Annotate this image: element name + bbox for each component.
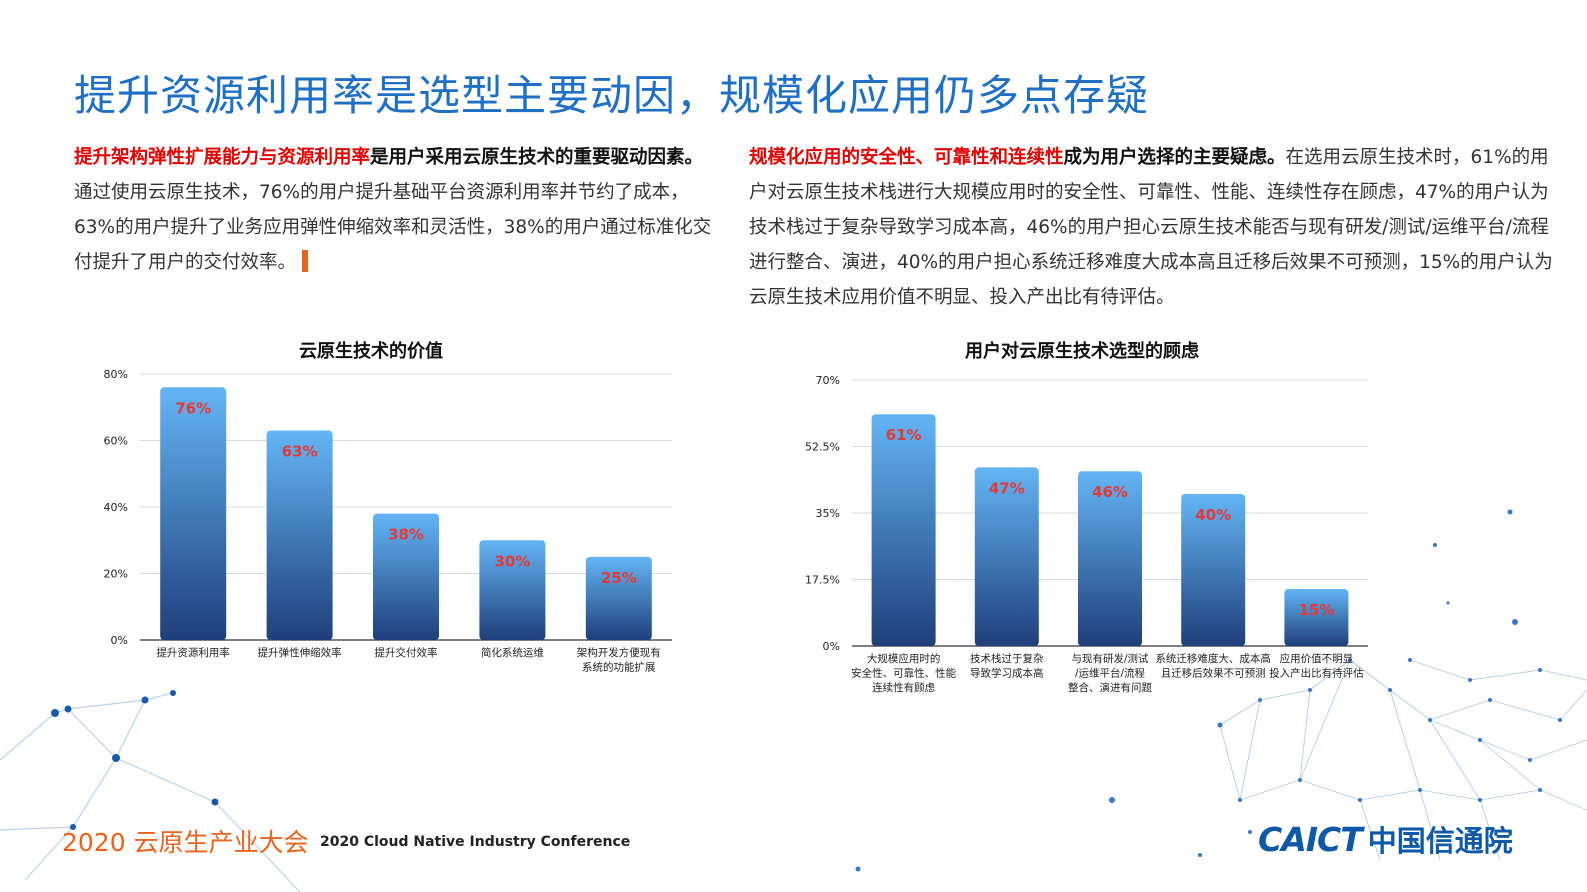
left-highlight: 提升架构弹性扩展能力与资源利用率 xyxy=(74,147,371,168)
text-cursor-mark xyxy=(302,250,309,272)
bar xyxy=(160,387,227,640)
footer-conference-cn: 2020 云原生产业大会 xyxy=(62,828,309,857)
y-tick-label: 40% xyxy=(104,501,128,514)
chart-title: 用户对云原生技术选型的顾虑 xyxy=(965,340,1199,362)
chart-user-concerns: 用户对云原生技术选型的顾虑 0% 17.5% 35% 52.5% 70% 61% 大规模应用时… xyxy=(805,340,1368,694)
bar-value-label: 25% xyxy=(601,569,637,587)
y-tick-label: 35% xyxy=(816,507,840,520)
bar-value-label: 47% xyxy=(989,479,1025,497)
caict-logo: CAICT 中国信通院 xyxy=(1258,818,1513,860)
bar xyxy=(871,414,936,646)
y-tick-label: 0% xyxy=(111,634,128,647)
left-paragraph: 提升架构弹性扩展能力与资源利用率是用户采用云原生技术的重要驱动因素。通过使用云原… xyxy=(74,140,714,280)
y-tick-label: 17.5% xyxy=(805,574,840,587)
bar-value-label: 63% xyxy=(282,443,318,461)
bar xyxy=(1181,494,1246,646)
category-label: 架构开发方便现有系统的功能扩展 xyxy=(577,646,661,674)
y-tick-label: 0% xyxy=(823,640,840,653)
y-tick-label: 80% xyxy=(104,368,128,381)
category-label: 应用价值不明显投入产出比有待评估 xyxy=(1269,652,1364,680)
bar xyxy=(266,430,333,640)
bar xyxy=(1284,589,1349,646)
bar xyxy=(585,556,652,640)
y-tick-label: 52.5% xyxy=(805,441,840,454)
category-label: 提升弹性伸缩效率 xyxy=(258,646,342,659)
category-label: 简化系统运维 xyxy=(481,646,544,659)
right-highlight: 规模化应用的安全性、可靠性和连续性 xyxy=(749,147,1064,168)
page-title: 提升资源利用率是选型主要动因，规模化应用仍多点存疑 xyxy=(74,71,1150,120)
right-paragraph: 规模化应用的安全性、可靠性和连续性成为用户选择的主要疑虑。在选用云原生技术时，6… xyxy=(749,140,1559,315)
category-label: 与现有研发/测试/运维平台/流程整合、演进有问题 xyxy=(1068,652,1152,694)
caict-logo-mark: CAICT xyxy=(1258,820,1363,859)
bar-value-label: 61% xyxy=(886,426,922,444)
caict-logo-cn: 中国信通院 xyxy=(1367,824,1513,858)
left-body: 通过使用云原生技术，76%的用户提升基础平台资源利用率并节约了成本，63%的用户… xyxy=(74,182,712,273)
bar-value-label: 38% xyxy=(388,526,424,544)
right-body: 在选用云原生技术时，61%的用户对云原生技术栈进行大规模应用时的安全性、可靠性、… xyxy=(749,147,1553,308)
bar xyxy=(1078,471,1142,646)
category-label: 系统迁移难度大、成本高且迁移后效果不可预测 xyxy=(1155,652,1271,680)
bar-value-label: 46% xyxy=(1092,483,1128,501)
chart-cloud-native-value: 云原生技术的价值 0% 20% 40% 60% 80% 76% 提升资源利用率 63% 提升弹性伸… xyxy=(104,340,672,674)
bar-value-label: 30% xyxy=(494,552,530,570)
bar xyxy=(974,467,1039,646)
y-tick-label: 60% xyxy=(104,435,128,448)
bar-value-label: 76% xyxy=(175,399,211,417)
y-tick-label: 70% xyxy=(816,374,840,387)
right-lead: 成为用户选择的主要疑虑。 xyxy=(1063,147,1286,168)
bar xyxy=(373,513,439,640)
left-lead: 是用户采用云原生技术的重要驱动因素。 xyxy=(370,147,704,168)
bar-value-label: 15% xyxy=(1298,601,1334,619)
category-label: 大规模应用时的安全性、可靠性、性能连续性有顾虑 xyxy=(851,652,956,694)
y-tick-label: 20% xyxy=(104,568,128,581)
footer-conference-en: 2020 Cloud Native Industry Conference xyxy=(320,834,631,850)
chart-title: 云原生技术的价值 xyxy=(299,340,443,362)
category-label: 提升资源利用率 xyxy=(156,646,230,659)
bar-value-label: 40% xyxy=(1195,506,1231,524)
category-label: 技术栈过于复杂导致学习成本高 xyxy=(970,652,1044,680)
bar xyxy=(479,540,546,640)
category-label: 提升交付效率 xyxy=(375,646,438,659)
